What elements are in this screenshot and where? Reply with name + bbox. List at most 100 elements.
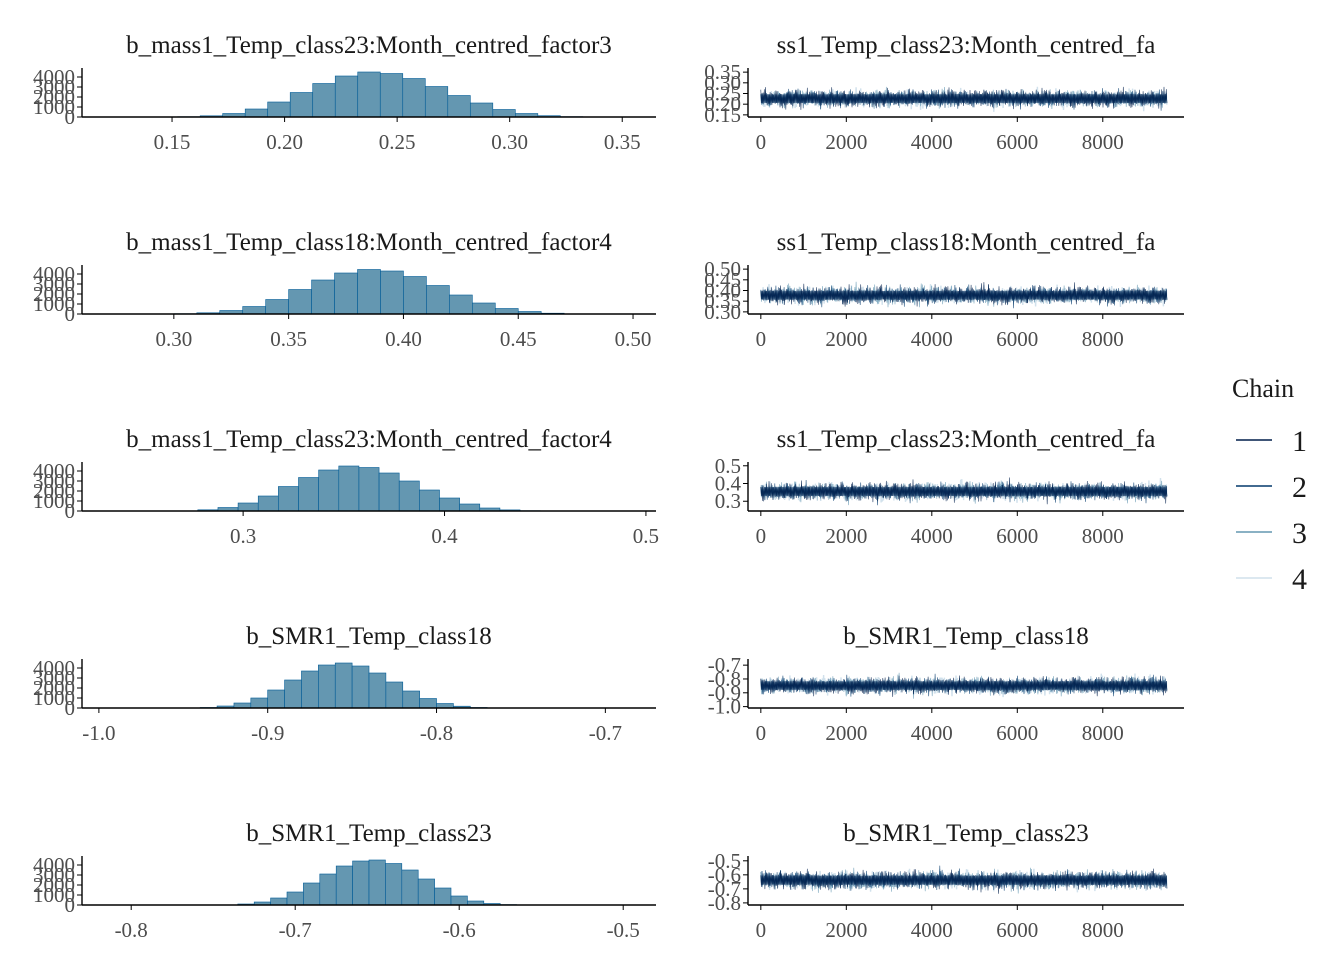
histogram-bar (469, 102, 494, 118)
histogram-bar (237, 502, 259, 512)
histogram-bar (472, 302, 496, 315)
histogram-bars (154, 71, 606, 118)
y-tick-label: -0.5 (708, 849, 741, 873)
x-tick-label: 2000 (825, 130, 867, 154)
histogram-bars (173, 269, 588, 315)
histogram-bar (265, 299, 289, 315)
histogram-bar (303, 882, 321, 906)
x-tick-label: -0.6 (443, 918, 476, 942)
y-tick-label: 4000 (33, 65, 75, 89)
legend-label-chain-3: 3 (1292, 517, 1307, 550)
histogram-bars (177, 465, 561, 512)
x-tick-label: 0.45 (500, 327, 537, 351)
x-tick-label: 0.35 (604, 130, 641, 154)
histogram-bar (398, 480, 420, 512)
y-tick-label: 0.35 (704, 289, 741, 313)
y-tick-label: -0.8 (708, 891, 741, 915)
y-tick-label: 0.45 (704, 268, 741, 292)
legend-label-chain-4: 4 (1292, 563, 1307, 596)
panel-title: b_SMR1_Temp_class18 (246, 623, 491, 650)
histogram-bar (358, 467, 380, 512)
x-tick-label: 8000 (1082, 130, 1124, 154)
y-tick-label: 0.35 (704, 60, 741, 84)
histogram-panel-2: b_mass1_Temp_class18:Month_centred_facto… (33, 229, 656, 351)
panel-title: b_SMR1_Temp_class23 (246, 820, 491, 847)
x-tick-label: 4000 (911, 524, 953, 548)
histogram-bar (449, 294, 473, 315)
trace-chain-1 (760, 868, 1168, 894)
legend-title: Chain (1232, 374, 1294, 403)
histogram-bars (199, 662, 505, 709)
trace-panel-2: ss1_Temp_class18:Month_centred_fa 0 2000 40… (704, 229, 1184, 351)
y-tick-label: -1.0 (708, 695, 741, 719)
x-tick-label: 8000 (1082, 327, 1124, 351)
histogram-panel-5: b_SMR1_Temp_class23 -0.8 -0.7 -0.6 -0.5 01000… (33, 820, 656, 942)
x-tick-label: 2000 (825, 524, 867, 548)
y-tick-label: 2000 (33, 873, 75, 897)
y-tick-label: 0.30 (704, 71, 741, 95)
histogram-bar (312, 83, 336, 118)
histogram-bar (403, 276, 427, 315)
y-tick-label: 0 (65, 696, 76, 720)
x-tick-label: 0.5 (633, 524, 659, 548)
x-tick-label: 4000 (911, 327, 953, 351)
y-tick-label: 0 (65, 499, 76, 523)
panel-title: b_SMR1_Temp_class23 (843, 820, 1088, 847)
y-tick-label: 0 (65, 105, 76, 129)
trace-panel-5: b_SMR1_Temp_class23 0 2000 4000 6000 8000 -0.8… (708, 820, 1184, 942)
x-tick-label: 0.4 (431, 524, 458, 548)
y-tick-label: 0.5 (715, 454, 741, 478)
y-tick-label: 3000 (33, 863, 75, 887)
x-tick-label: 4000 (911, 130, 953, 154)
panels-layer: b_mass1_Temp_class23:Month_centred_facto… (33, 32, 1184, 942)
trace-chain-1 (760, 675, 1168, 697)
panel-title: ss1_Temp_class23:Month_centred_fa (777, 32, 1156, 59)
histogram-panel-4: b_SMR1_Temp_class18 -1.0 -0.9 -0.8 -0.7 01000… (33, 623, 656, 745)
panel-title: ss1_Temp_class18:Month_centred_fa (777, 229, 1156, 256)
y-tick-label: 2000 (33, 282, 75, 306)
y-tick-label: 3000 (33, 666, 75, 690)
trace-chain-1 (760, 86, 1168, 110)
y-tick-label: 0.15 (704, 103, 741, 127)
histogram-bar (338, 465, 360, 512)
histogram-bar (401, 869, 419, 906)
histogram-bar (278, 486, 299, 512)
legend-label-chain-1: 1 (1292, 425, 1307, 458)
histogram-bar (378, 472, 400, 512)
panel-title: b_mass1_Temp_class23:Month_centred_facto… (126, 426, 612, 453)
histogram-bar (379, 73, 404, 118)
x-tick-label: 0.20 (266, 130, 303, 154)
x-tick-label: 4000 (911, 721, 953, 745)
histogram-bar (402, 690, 420, 709)
histogram-bar (385, 681, 404, 709)
x-tick-label: 0 (756, 327, 767, 351)
histogram-bar (357, 71, 381, 118)
histogram-bar (267, 101, 291, 118)
legend-label-chain-2: 2 (1292, 471, 1307, 504)
histogram-bar (250, 697, 269, 709)
x-tick-label: 2000 (825, 918, 867, 942)
trace-lines (760, 865, 1168, 894)
histogram-bar (288, 289, 312, 315)
y-tick-label: -0.8 (708, 667, 741, 691)
x-tick-label: 2000 (825, 721, 867, 745)
histogram-bar (311, 279, 335, 315)
x-tick-label: 8000 (1082, 918, 1124, 942)
y-tick-label: -0.7 (708, 653, 741, 677)
y-tick-label: 0.30 (704, 300, 741, 324)
histogram-bar (284, 679, 302, 709)
y-tick-label: 4000 (33, 656, 75, 680)
y-tick-label: 3000 (33, 75, 75, 99)
y-tick-label: -0.7 (708, 877, 741, 901)
x-tick-label: 4000 (911, 918, 953, 942)
x-tick-label: 8000 (1082, 524, 1124, 548)
y-tick-label: 2000 (33, 676, 75, 700)
x-tick-label: 0.40 (385, 327, 422, 351)
histogram-bar (334, 272, 358, 315)
y-tick-label: 0.40 (704, 279, 741, 303)
histogram-bar (351, 665, 370, 709)
x-tick-label: 6000 (996, 721, 1038, 745)
x-tick-label: 0 (756, 721, 767, 745)
y-tick-label: 0 (65, 302, 76, 326)
